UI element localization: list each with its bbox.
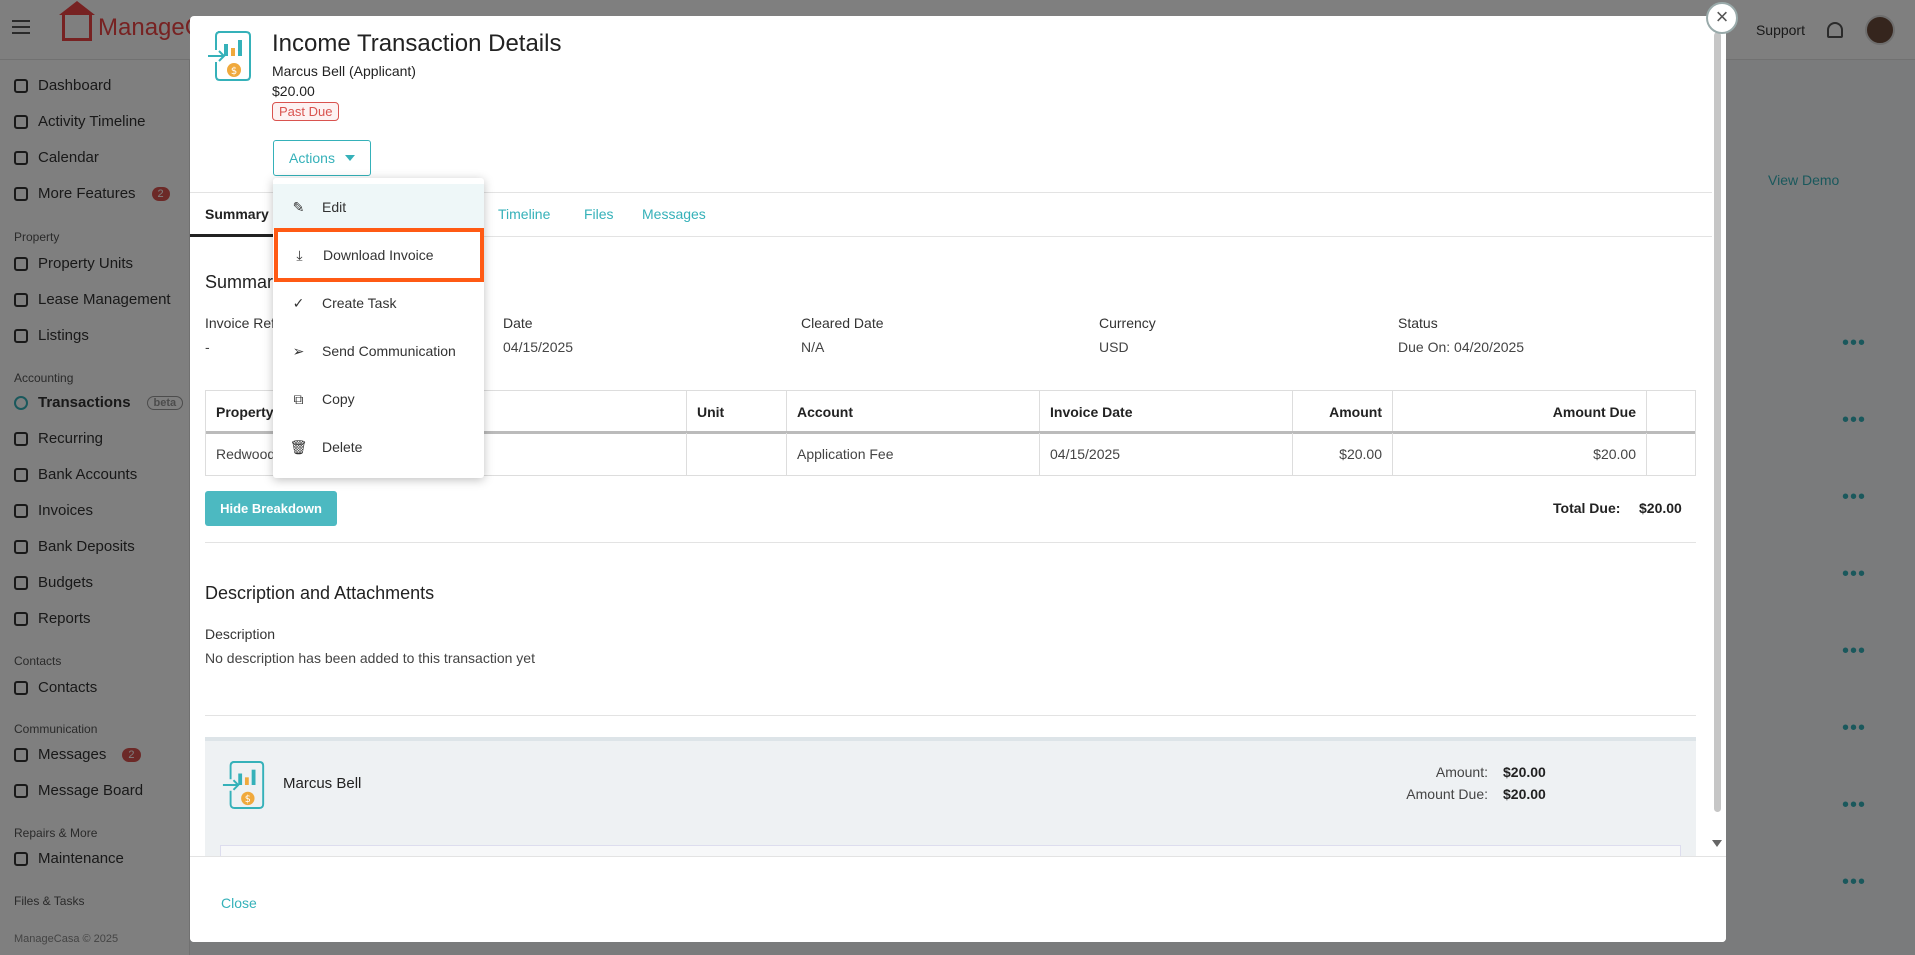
trash-icon: 🗑 bbox=[289, 438, 308, 455]
card-contact-name: Marcus Bell bbox=[283, 775, 362, 792]
income-transaction-icon: $ bbox=[222, 761, 265, 809]
scroll-down-arrow-icon[interactable] bbox=[1712, 840, 1722, 847]
date-value: 04/15/2025 bbox=[503, 339, 574, 355]
invoice-ref-value: - bbox=[205, 339, 210, 355]
cell-amount: $20.00 bbox=[1293, 433, 1393, 475]
hide-breakdown-button[interactable]: Hide Breakdown bbox=[205, 491, 337, 526]
table-header-divider bbox=[206, 431, 1695, 434]
column-header-amount: Amount bbox=[1293, 391, 1393, 433]
status-label: Status bbox=[1398, 315, 1438, 331]
modal-footer: Close bbox=[190, 856, 1726, 942]
tab-timeline[interactable]: Timeline bbox=[498, 206, 551, 222]
column-header-property: Property bbox=[206, 391, 687, 433]
status-value: Due On: 04/20/2025 bbox=[1398, 339, 1525, 355]
menu-item-send-communication[interactable]: ➢ Send Communication bbox=[273, 328, 484, 374]
transaction-amount: $20.00 bbox=[272, 83, 315, 99]
cleared-date-label: Cleared Date bbox=[801, 315, 884, 331]
cleared-date-value: N/A bbox=[801, 339, 825, 355]
tab-messages[interactable]: Messages bbox=[642, 206, 706, 222]
divider bbox=[205, 542, 1696, 543]
column-header-unit: Unit bbox=[687, 391, 787, 433]
card-amount-label: Amount: bbox=[1435, 764, 1488, 780]
modal-title: Income Transaction Details bbox=[272, 30, 562, 57]
description-heading: Description and Attachments bbox=[205, 583, 435, 603]
menu-item-label: Edit bbox=[322, 199, 347, 215]
menu-item-download-invoice[interactable]: ⤓ Download Invoice bbox=[274, 228, 484, 282]
tab-summary[interactable]: Summary bbox=[205, 206, 269, 222]
cell-amount-due: $20.00 bbox=[1393, 433, 1647, 475]
date-label: Date bbox=[503, 315, 533, 331]
card-amount-due-label: Amount Due: bbox=[1406, 786, 1488, 802]
menu-item-edit[interactable]: ✎ Edit bbox=[273, 184, 484, 230]
actions-dropdown-menu: ✎ Edit ⤓ Download Invoice ✓ Create Task … bbox=[273, 178, 484, 478]
svg-text:$: $ bbox=[245, 794, 251, 805]
contact-name: Marcus Bell (Applicant) bbox=[272, 63, 416, 79]
summary-heading: Summar bbox=[205, 272, 274, 292]
status-badge: Past Due bbox=[272, 102, 340, 121]
pencil-icon: ✎ bbox=[292, 198, 305, 215]
menu-item-label: Send Communication bbox=[322, 343, 456, 359]
cell-account: Application Fee bbox=[787, 433, 1040, 475]
income-transaction-icon: $ bbox=[208, 31, 251, 81]
menu-item-copy[interactable]: ⧉ Copy bbox=[273, 376, 484, 422]
check-icon: ✓ bbox=[292, 294, 305, 311]
column-header-account: Account bbox=[787, 391, 1040, 433]
column-header-amount-due: Amount Due bbox=[1393, 391, 1647, 433]
currency-value: USD bbox=[1099, 339, 1129, 355]
tab-bar: Summary Timeline Files Messages bbox=[190, 192, 1712, 237]
description-label: Description bbox=[205, 626, 276, 642]
scrollbar-thumb[interactable] bbox=[1714, 32, 1721, 812]
breakdown-table: Property Unit Account Invoice Date Amoun… bbox=[205, 390, 1696, 476]
close-icon[interactable]: × bbox=[1706, 2, 1738, 34]
card-amount-due-value: $20.00 bbox=[1503, 786, 1546, 802]
svg-text:$: $ bbox=[231, 66, 237, 77]
download-icon: ⤓ bbox=[296, 246, 303, 263]
caret-down-icon bbox=[344, 155, 355, 161]
actions-label: Actions bbox=[289, 150, 335, 166]
menu-item-delete[interactable]: 🗑 Delete bbox=[273, 424, 484, 470]
total-due-label: Total Due: bbox=[1553, 500, 1621, 516]
menu-item-label: Delete bbox=[322, 439, 363, 455]
total-due-value: $20.00 bbox=[1639, 500, 1682, 516]
cell-unit bbox=[687, 433, 787, 475]
active-tab-indicator bbox=[190, 234, 280, 237]
card-amount-value: $20.00 bbox=[1503, 764, 1546, 780]
menu-item-label: Download Invoice bbox=[323, 247, 434, 263]
copy-icon: ⧉ bbox=[293, 390, 304, 407]
actions-button[interactable]: Actions bbox=[273, 140, 371, 176]
menu-item-create-task[interactable]: ✓ Create Task bbox=[273, 280, 484, 326]
cell-property: Redwood bbox=[206, 433, 687, 475]
close-button[interactable]: Close bbox=[221, 895, 257, 911]
cell-invoice-date: 04/15/2025 bbox=[1040, 433, 1293, 475]
description-text: No description has been added to this tr… bbox=[205, 650, 535, 666]
divider bbox=[205, 715, 1696, 716]
menu-item-label: Copy bbox=[322, 391, 355, 407]
send-icon: ➢ bbox=[292, 342, 305, 359]
transaction-details-modal: $ Income Transaction Details Marcus Bell… bbox=[190, 16, 1726, 942]
menu-item-label: Create Task bbox=[322, 295, 397, 311]
invoice-ref-label: Invoice Ref bbox=[205, 315, 276, 331]
modal-scrollbar[interactable] bbox=[1712, 32, 1722, 856]
currency-label: Currency bbox=[1099, 315, 1156, 331]
column-header-invoice-date: Invoice Date bbox=[1040, 391, 1293, 433]
tab-files[interactable]: Files bbox=[584, 206, 614, 222]
